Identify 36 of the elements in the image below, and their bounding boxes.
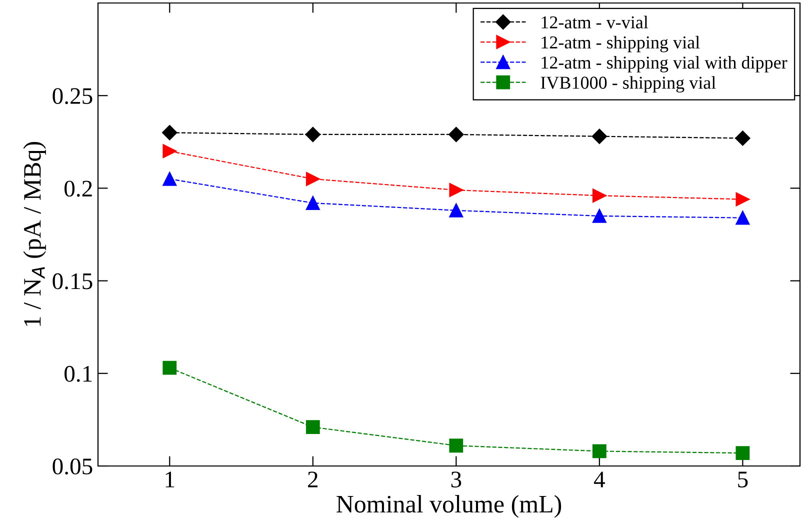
point — [306, 172, 320, 186]
x-axis-title: Nominal volume (mL) — [336, 495, 562, 518]
x-tick-label: 3 — [451, 472, 462, 488]
y-tick-label: 0.15 — [52, 273, 92, 290]
y-axis-title: 1 / N$_{A}$ (pA / MBq) — [23, 142, 46, 326]
x-tick-label: 1 — [166, 472, 174, 488]
point — [736, 210, 750, 225]
point — [592, 209, 606, 223]
point — [449, 183, 464, 197]
x-tick-label: 5 — [738, 472, 748, 488]
legend-label: 12-atm - shipping vial — [542, 36, 700, 52]
point — [162, 172, 177, 186]
point — [448, 126, 464, 142]
legend-label: 12-atm - shipping vial with dipper — [542, 56, 788, 72]
point — [736, 192, 750, 206]
x-tick-label: 4 — [594, 472, 605, 488]
y-tick-label: 0.25 — [52, 88, 92, 104]
x-tick-label: 2 — [308, 472, 318, 488]
y-tick-label: 0.05 — [52, 458, 92, 475]
point — [162, 144, 177, 158]
point — [592, 188, 606, 203]
y-tick-label: 0.1 — [64, 366, 92, 382]
point — [162, 125, 178, 140]
point — [306, 196, 320, 210]
point — [305, 126, 320, 142]
point — [592, 128, 607, 144]
legend-label: IVB1000 - shipping vial — [540, 76, 716, 93]
legend-label: 12-atm - v-vial — [542, 16, 648, 28]
point — [306, 420, 320, 434]
point — [736, 446, 750, 460]
point — [162, 360, 177, 375]
point — [449, 203, 464, 218]
point — [735, 130, 750, 146]
point — [449, 438, 464, 453]
point — [592, 444, 606, 458]
y-tick-label: 0.2 — [64, 180, 92, 197]
